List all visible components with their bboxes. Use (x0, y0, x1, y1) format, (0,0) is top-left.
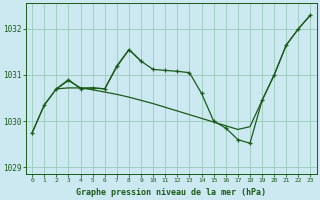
X-axis label: Graphe pression niveau de la mer (hPa): Graphe pression niveau de la mer (hPa) (76, 188, 266, 197)
